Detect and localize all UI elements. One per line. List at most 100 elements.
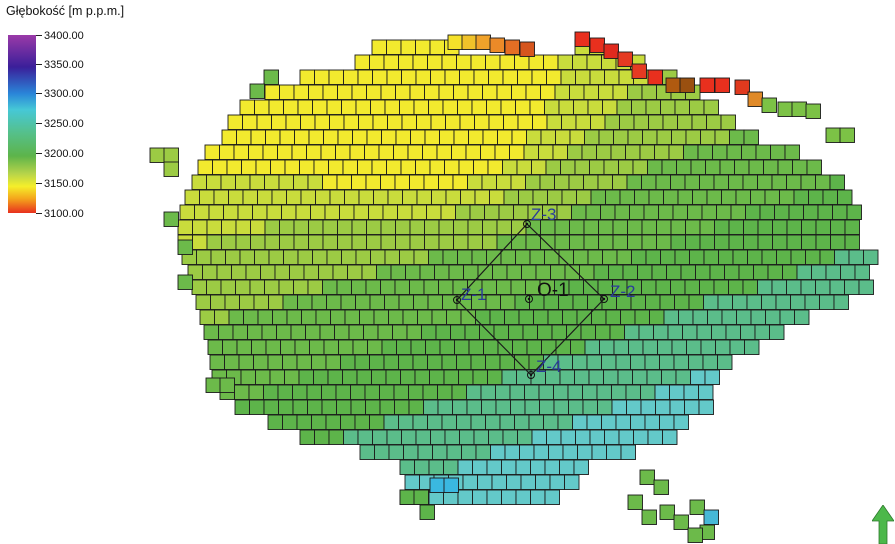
grid-cell [343, 114, 359, 130]
grid-cell [325, 354, 341, 370]
grid-cell [369, 414, 385, 430]
grid-cell [222, 339, 238, 355]
grid-cell [267, 354, 283, 370]
grid-cell [528, 54, 544, 70]
grid-cell [228, 189, 244, 205]
grid-cell [336, 399, 352, 415]
grid-cell [535, 264, 551, 280]
grid-cell [293, 234, 309, 250]
grid-cell [457, 99, 473, 115]
grid-cell [487, 159, 503, 175]
grid-cell [399, 489, 415, 505]
legend-tick-label: 3100.00 [44, 208, 84, 220]
grid-cell [757, 279, 773, 295]
grid-cell [530, 489, 546, 505]
grid-cell [815, 279, 831, 295]
grid-cell [279, 234, 295, 250]
grid-cell [340, 354, 356, 370]
grid-cell [569, 129, 585, 145]
grid-cell [638, 324, 654, 340]
grid-cell [525, 84, 541, 100]
grid-cell [674, 249, 690, 265]
grid-cell [517, 114, 533, 130]
grid-cell [236, 339, 252, 355]
grid-cell [557, 54, 573, 70]
grid-cell [359, 309, 375, 325]
grid-cell [388, 309, 404, 325]
grid-cell [615, 354, 631, 370]
grid-cell [500, 99, 516, 115]
grid-cell [612, 84, 628, 100]
grid-cell [366, 129, 382, 145]
grid-cell [413, 489, 429, 505]
grid-cell [452, 174, 468, 190]
grid-cell [624, 324, 640, 340]
grid-cell [294, 339, 310, 355]
grid-cell [394, 174, 410, 190]
grid-cell [482, 129, 498, 145]
grid-cell [286, 309, 302, 325]
grid-cell [596, 144, 612, 160]
grid-cell [687, 204, 703, 220]
grid-cell [332, 264, 348, 280]
grid-cell [470, 414, 486, 430]
grid-cell [504, 39, 520, 55]
grid-cell [700, 339, 716, 355]
grid-cell [644, 354, 660, 370]
grid-cell [774, 204, 790, 220]
grid-cell [544, 489, 560, 505]
grid-cell [321, 384, 337, 400]
grid-cell [367, 339, 383, 355]
grid-cell [388, 444, 404, 460]
grid-cell [477, 264, 493, 280]
grid-cell [239, 249, 255, 265]
grid-cell [277, 144, 293, 160]
grid-cell [496, 234, 512, 250]
grid-cell [767, 264, 783, 280]
grid-cell [308, 84, 324, 100]
grid-cell [307, 279, 323, 295]
grid-cell [513, 204, 529, 220]
grid-cell [523, 144, 539, 160]
well-label-o1: O-1 [537, 280, 569, 301]
grid-cell [235, 174, 251, 190]
grid-cell [177, 219, 193, 235]
grid-cell [759, 204, 775, 220]
grid-cell [604, 429, 620, 445]
grid-cell [431, 189, 447, 205]
grid-cell [747, 91, 763, 107]
grid-cell [459, 114, 475, 130]
grid-cell [502, 159, 518, 175]
grid-cell [598, 84, 614, 100]
grid-cell [796, 264, 812, 280]
grid-cell [626, 399, 642, 415]
grid-cell [238, 354, 254, 370]
grid-cell [684, 279, 700, 295]
grid-cell [627, 234, 643, 250]
grid-cell [673, 414, 689, 430]
grid-cell [570, 339, 586, 355]
grid-cell [670, 174, 686, 190]
grid-cell [210, 249, 226, 265]
grid-cell [350, 384, 366, 400]
grid-cell [466, 384, 482, 400]
grid-cell [401, 69, 417, 85]
grid-cell [383, 54, 399, 70]
grid-cell [364, 144, 380, 160]
grid-cell [683, 384, 699, 400]
grid-cell [423, 279, 439, 295]
grid-cell [474, 114, 490, 130]
grid-cell [286, 189, 302, 205]
grid-cell [668, 144, 684, 160]
grid-cell [467, 174, 483, 190]
grid-cell [706, 189, 722, 205]
grid-cell [458, 369, 474, 385]
grid-cell [279, 84, 295, 100]
grid-cell [800, 174, 816, 190]
grid-cell [844, 279, 860, 295]
grid-cell [365, 174, 381, 190]
grid-cell [209, 354, 225, 370]
grid-cell [562, 309, 578, 325]
grid-cell [776, 249, 792, 265]
grid-cell [163, 147, 179, 163]
